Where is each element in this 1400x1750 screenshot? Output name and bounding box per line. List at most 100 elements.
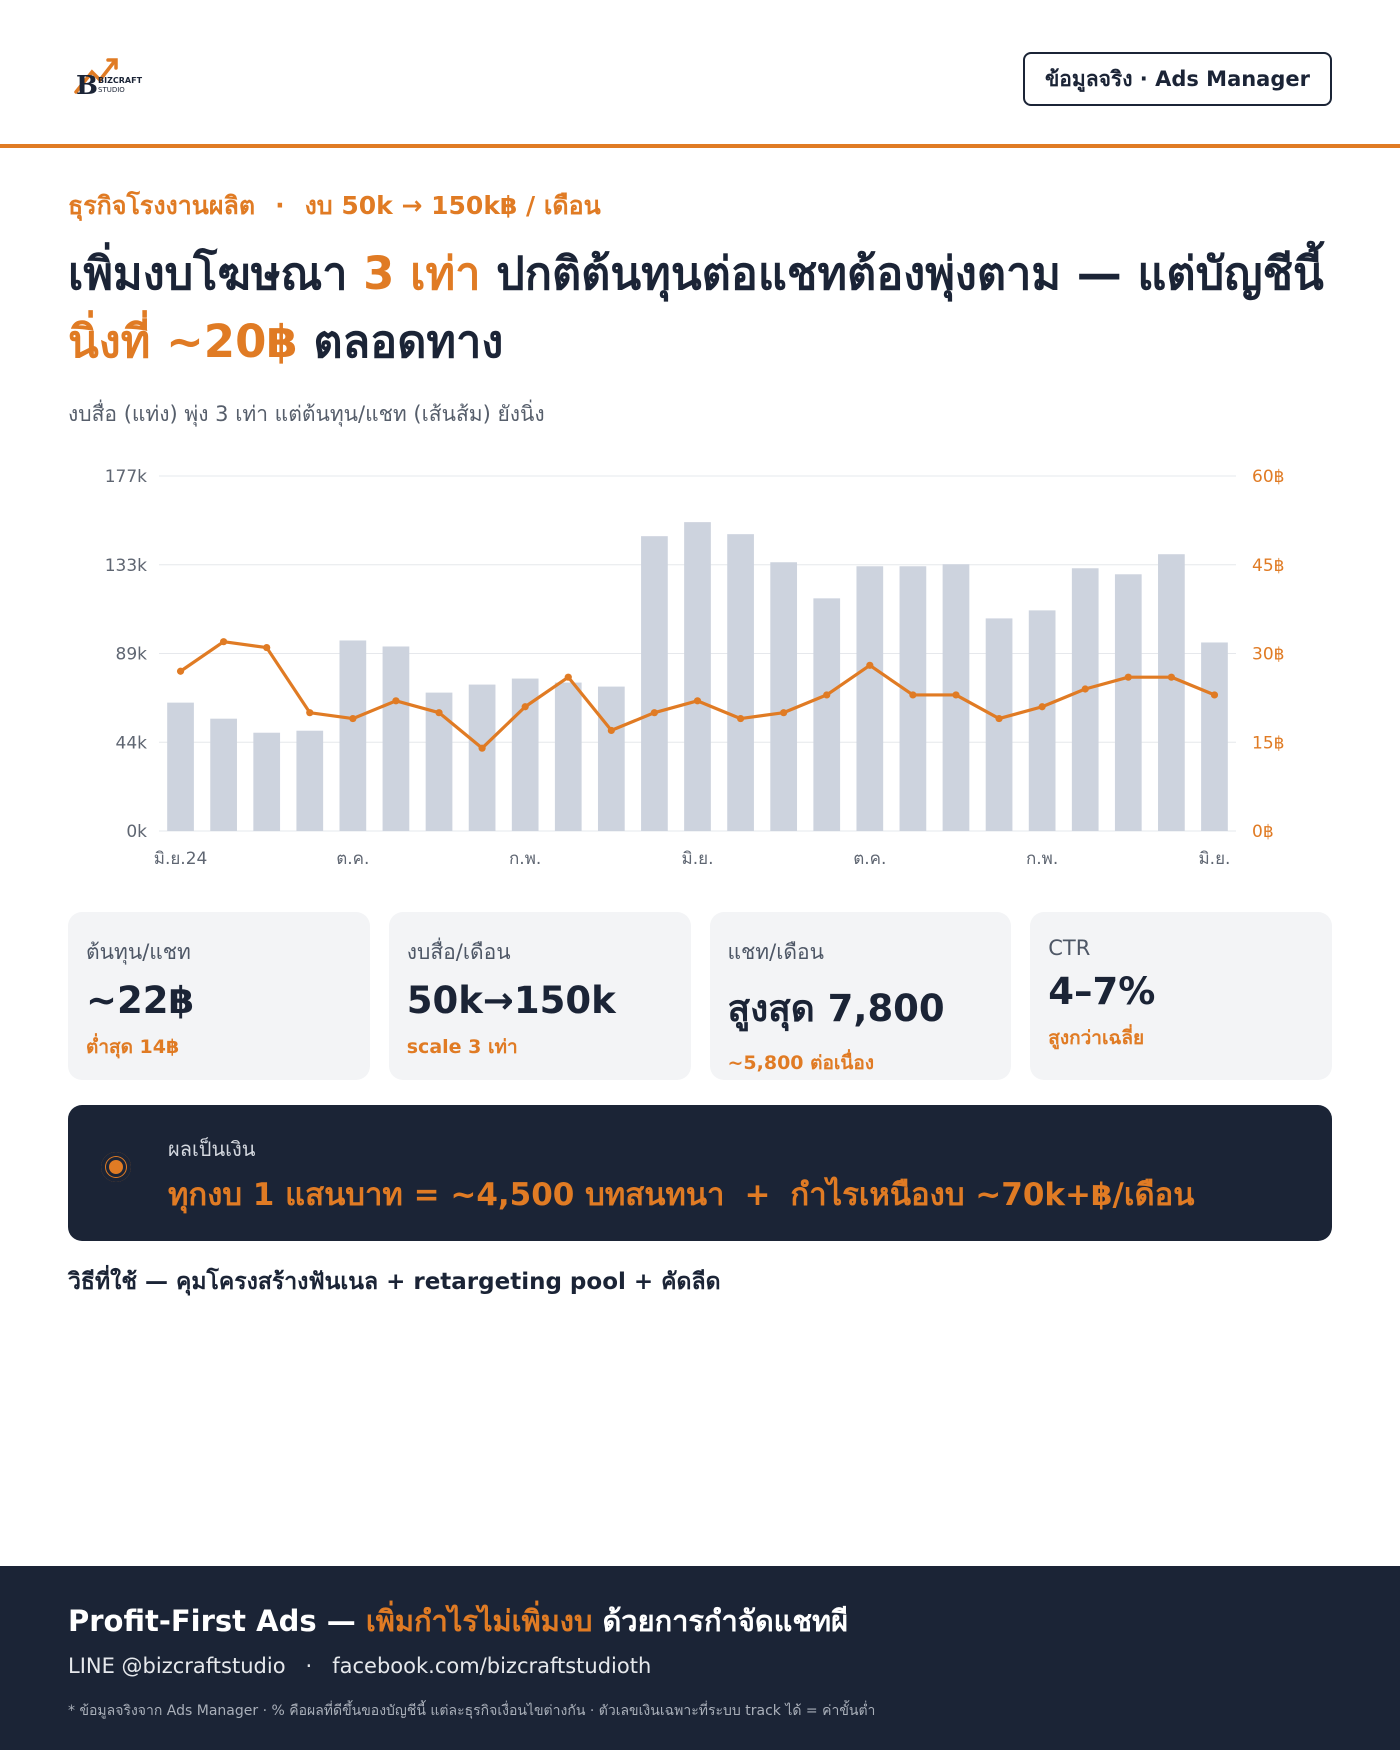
footer-title-part: Profit-First Ads — (68, 1604, 366, 1638)
footer-contact: LINE @bizcraftstudio · facebook.com/bizcra… (68, 1654, 651, 1678)
y-right-tick-label: 45฿ (1252, 556, 1284, 576)
budget-bar (770, 562, 798, 831)
method-line: วิธีที่ใช้ — คุมโครงสร้างฟันเนล + retarg… (68, 1269, 721, 1295)
title-accent: 3 เท่า (363, 247, 481, 300)
title-part: ตลอดทาง (297, 315, 504, 368)
cost-point (349, 714, 357, 723)
kpi-card-budget: งบสื่อ/เดือน 50k→150k scale 3 เท่า (388, 912, 691, 1080)
x-tick-label: ต.ค. (853, 849, 886, 869)
kpi-label: ต้นทุน/แชท (86, 940, 191, 964)
y-left-tick-label: 177k (105, 467, 147, 487)
result-right: กำไรเหนืองบ ~70k+฿/เดือน (790, 1177, 1195, 1213)
cost-point (220, 638, 228, 646)
budget-bar (856, 566, 884, 831)
result-plus: + (744, 1177, 771, 1213)
page-title: เพิ่มงบโฆษณา 3 เท่า ปกติต้นทุนต่อแชทต้อง… (68, 240, 1338, 376)
chart-caption: งบสื่อ (แท่ง) พุ่ง 3 เท่า แต่ต้นทุน/แชท … (68, 402, 545, 426)
result-label: ผลเป็นเงิน (168, 1137, 256, 1161)
kpi-value: สูงสุด 7,800 (727, 987, 945, 1030)
result-left: ทุกงบ 1 แสนบาท = ~4,500 บทสนทนา (168, 1177, 725, 1213)
cost-point (650, 709, 659, 717)
data-source-badge: ข้อมูลจริง · Ads Manager (1022, 52, 1332, 106)
budget-bar (641, 536, 668, 831)
kpi-label: งบสื่อ/เดือน (406, 940, 511, 964)
title-part: ปกติต้นทุนต่อแชทต้องพุ่งตาม — แต่บัญชีนี… (480, 247, 1324, 300)
y-right-tick-label: 60฿ (1252, 467, 1284, 487)
kpi-cards: ต้นทุน/แชท ~22฿ ต่ำสุด 14฿ งบสื่อ/เดือน … (68, 912, 1332, 1080)
y-left-tick-label: 0k (126, 822, 147, 842)
result-banner: ผลเป็นเงิน ทุกงบ 1 แสนบาท = ~4,500 บทสนท… (68, 1105, 1332, 1241)
x-tick-label: มิ.ย. (1198, 849, 1230, 869)
budget-bar (727, 534, 754, 831)
kpi-card-chats: แชท/เดือน สูงสุด 7,800 ~5,800 ต่อเนื่อง (709, 912, 1012, 1080)
svg-text:B: B (76, 71, 98, 101)
kpi-sub: ต่ำสุด 14฿ (86, 1036, 180, 1058)
budget-bar (1158, 554, 1185, 831)
kpi-label: CTR (1048, 936, 1091, 960)
cost-point (693, 697, 702, 705)
budget-bar (1028, 610, 1056, 831)
contact-separator: · (305, 1654, 313, 1678)
cost-point (392, 697, 400, 705)
kpi-sub: ~5,800 ต่อเนื่อง (727, 1052, 875, 1074)
budget-bar (1071, 568, 1099, 831)
cost-point (736, 714, 745, 723)
line-contact-link[interactable]: LINE @bizcraftstudio (68, 1654, 286, 1678)
y-left-tick-label: 44k (116, 733, 148, 753)
cost-point (1081, 685, 1089, 693)
target-icon (101, 1152, 131, 1182)
result-text: ทุกงบ 1 แสนบาท = ~4,500 บทสนทนา + กำไรเหนื… (168, 1169, 1194, 1219)
budget-bar (899, 566, 927, 831)
cost-point (995, 714, 1003, 723)
x-tick-label: มิ.ย. (682, 849, 714, 869)
x-tick-label: มิ.ย.24 (154, 849, 208, 869)
kpi-value: ~22฿ (86, 979, 195, 1022)
badge-label: ข้อมูลจริง · Ads Manager (1044, 66, 1310, 91)
budget-bar (813, 598, 841, 831)
cost-point (780, 709, 788, 717)
x-tick-label: ก.พ. (509, 849, 541, 869)
cost-point (521, 703, 529, 711)
kpi-value: 4–7% (1048, 970, 1156, 1013)
y-right-tick-label: 15฿ (1252, 733, 1284, 753)
footer-disclaimer: * ข้อมูลจริงจาก Ads Manager · % คือผลที่… (68, 1703, 876, 1719)
budget-bar (210, 718, 237, 831)
budget-bar (1201, 642, 1228, 831)
budget-bar (468, 684, 496, 831)
budget-bar (554, 682, 582, 831)
kpi-value: 50k→150k (406, 979, 616, 1022)
footer-title: Profit-First Ads — เพิ่มกำไรไม่เพิ่มงบ ด… (68, 1598, 848, 1644)
cost-point (435, 709, 443, 717)
kpi-sub: สูงกว่าเฉลี่ย (1048, 1027, 1145, 1049)
kpi-card-cost-per-chat: ต้นทุน/แชท ~22฿ ต่ำสุด 14฿ (68, 912, 370, 1080)
budget-bar (167, 702, 194, 831)
cost-point (176, 667, 185, 675)
title-part: เพิ่มงบโฆษณา (68, 247, 364, 300)
facebook-link[interactable]: facebook.com/bizcraftstudioth (332, 1654, 652, 1678)
budget-bar (597, 686, 625, 831)
budget-vs-cost-chart: 0k 0฿ 44k 15฿ 89k 30฿ 133k 45฿ 177k 60฿มิ.ย.24 ต.ค… (105, 467, 1285, 869)
cost-point (1124, 673, 1132, 681)
eyebrow-dot: · (275, 191, 285, 220)
cost-point (823, 691, 831, 699)
budget-bar (684, 522, 711, 831)
y-right-tick-label: 30฿ (1252, 645, 1284, 665)
top-divider (0, 144, 1400, 148)
cost-point (607, 726, 615, 735)
budget-bar (339, 640, 367, 831)
cost-point (564, 673, 572, 681)
kpi-label: แชท/เดือน (727, 940, 825, 964)
svg-text:BIZCRAFT: BIZCRAFT (98, 76, 143, 85)
eyebrow-budget: งบ 50k → 150k฿ / เดือน (304, 191, 601, 220)
kpi-sub: scale 3 เท่า (406, 1036, 518, 1058)
cost-point (1210, 691, 1219, 699)
cost-point (952, 691, 960, 699)
budget-bar (382, 646, 410, 831)
cost-point (306, 709, 314, 717)
x-tick-label: ต.ค. (336, 849, 369, 869)
title-accent: นิ่งที่ ~20฿ (68, 315, 298, 368)
cost-point (1038, 703, 1046, 711)
footer-title-part: ด้วยการกำจัดแชทผี (592, 1604, 849, 1638)
cost-point (1167, 673, 1175, 681)
budget-bar (985, 618, 1013, 831)
